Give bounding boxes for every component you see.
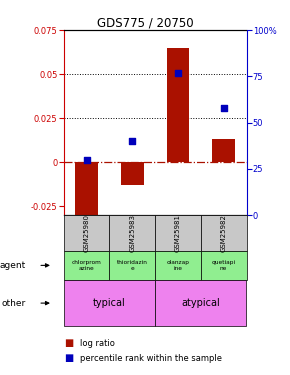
Text: typical: typical: [93, 298, 126, 308]
Bar: [201, 215, 246, 251]
Bar: [121, 162, 144, 185]
Text: atypical: atypical: [182, 298, 220, 308]
Point: [176, 70, 180, 76]
Text: GSM25982: GSM25982: [221, 214, 227, 252]
Bar: [64, 215, 110, 251]
Text: ■: ■: [64, 338, 73, 348]
Text: ■: ■: [64, 353, 73, 363]
Bar: [110, 251, 155, 280]
Text: percentile rank within the sample: percentile rank within the sample: [80, 354, 222, 363]
Text: GSM25981: GSM25981: [175, 214, 181, 252]
Text: log ratio: log ratio: [80, 339, 115, 348]
Text: GSM25983: GSM25983: [129, 214, 135, 252]
Bar: [212, 140, 235, 162]
Text: other: other: [1, 298, 26, 307]
Bar: [64, 280, 155, 326]
Bar: [155, 280, 246, 326]
Bar: [166, 48, 189, 162]
Bar: [201, 251, 246, 280]
Text: GDS775 / 20750: GDS775 / 20750: [97, 17, 193, 30]
Bar: [75, 162, 98, 215]
Text: agent: agent: [0, 261, 26, 270]
Bar: [110, 215, 155, 251]
Text: olanzap
ine: olanzap ine: [166, 260, 189, 271]
Bar: [64, 251, 110, 280]
Text: quetiapi
ne: quetiapi ne: [212, 260, 236, 271]
Point: [130, 138, 135, 144]
Text: thioridazin
e: thioridazin e: [117, 260, 148, 271]
Point: [221, 105, 226, 111]
Point: [84, 157, 89, 163]
Bar: [155, 251, 201, 280]
Bar: [155, 215, 201, 251]
Text: GSM25980: GSM25980: [84, 214, 90, 252]
Text: chlorprom
azine: chlorprom azine: [72, 260, 101, 271]
